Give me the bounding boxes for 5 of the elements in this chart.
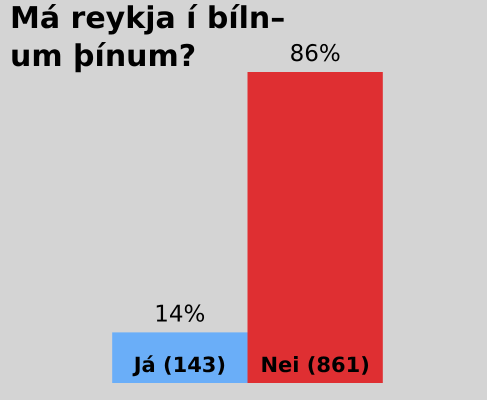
x-tick-label: Já (143) bbox=[132, 353, 226, 377]
x-tick-label: Nei (861) bbox=[260, 353, 370, 377]
chart-title: Má reykja í bíln– um þínum? bbox=[10, 1, 286, 74]
data-label: 86% bbox=[290, 41, 341, 67]
data-label: 14% bbox=[154, 301, 206, 328]
